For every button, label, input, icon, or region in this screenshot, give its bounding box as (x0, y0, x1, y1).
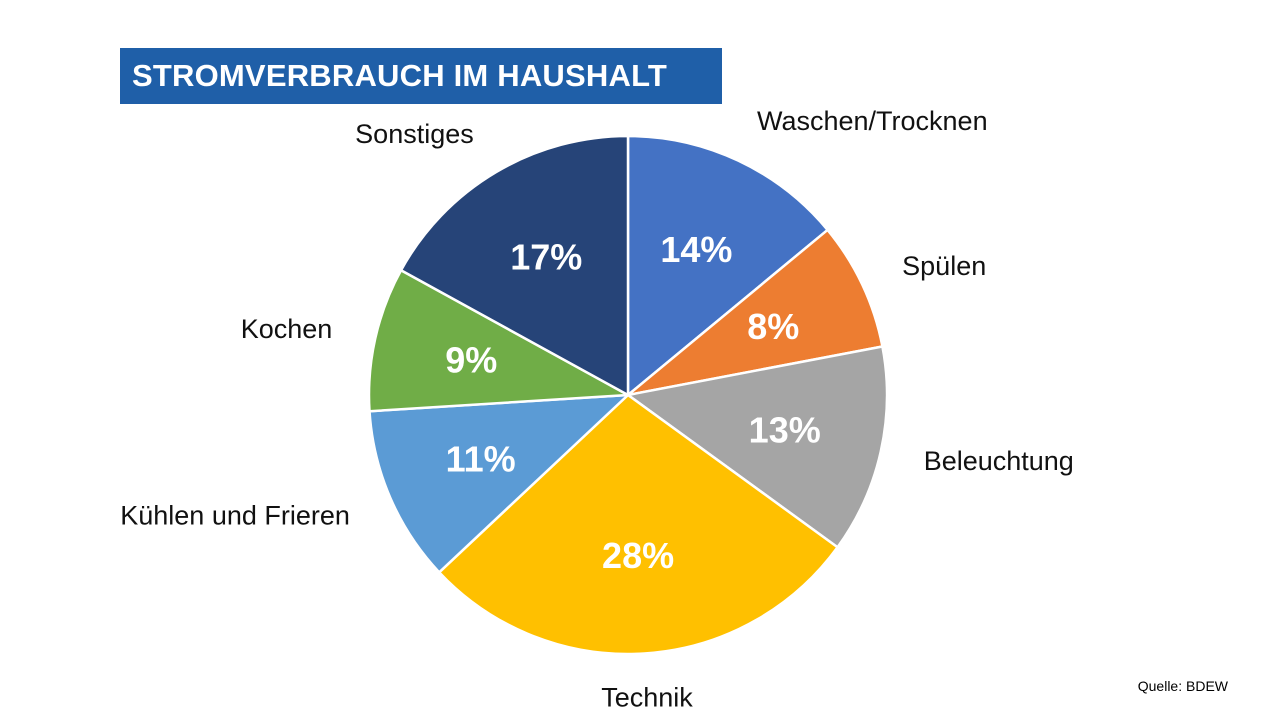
pie-slice-kuehlen-und-frieren (368, 393, 630, 574)
pie-category-label: Kochen (241, 314, 333, 344)
chart-title-box: STROMVERBRAUCH IM HAUSHALT (120, 48, 722, 104)
pie-category-label: Beleuchtung (924, 446, 1074, 476)
pie-value-label: 28% (602, 535, 674, 576)
pie-value-label: 17% (510, 236, 582, 277)
chart-title: STROMVERBRAUCH IM HAUSHALT (132, 58, 668, 93)
pie-slice-sonstiges (399, 134, 630, 397)
pie-slice-kochen (367, 268, 630, 413)
pie-slice-technik (437, 393, 839, 656)
pie-value-label: 9% (445, 339, 497, 380)
pie-category-label: Waschen/Trocknen (757, 106, 988, 136)
source-note: Quelle: BDEW (1137, 678, 1228, 694)
pie-value-label: 14% (660, 229, 732, 270)
pie-value-label: 8% (747, 306, 799, 347)
pie-slice-beleuchtung (626, 345, 889, 549)
pie-slice-spuelen (626, 228, 884, 397)
pie-category-label: Kühlen und Frieren (120, 500, 350, 530)
pie-value-label: 13% (749, 410, 821, 451)
pie-slice-waschen-trocknen (626, 134, 829, 397)
pie-category-label: Sonstiges (355, 119, 474, 149)
pie-value-label: 11% (446, 438, 516, 479)
pie-category-label: Technik (601, 682, 693, 712)
pie-category-label: Spülen (902, 251, 986, 281)
